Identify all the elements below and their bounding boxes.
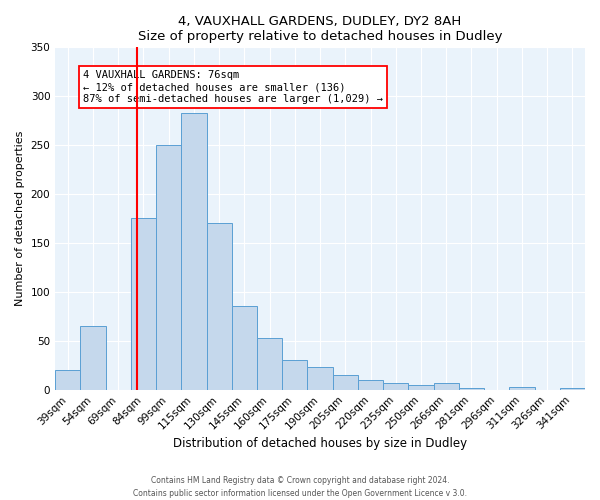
X-axis label: Distribution of detached houses by size in Dudley: Distribution of detached houses by size …	[173, 437, 467, 450]
Title: 4, VAUXHALL GARDENS, DUDLEY, DY2 8AH
Size of property relative to detached house: 4, VAUXHALL GARDENS, DUDLEY, DY2 8AH Siz…	[138, 15, 502, 43]
Bar	[509, 387, 535, 390]
Bar	[181, 112, 206, 390]
Bar	[80, 326, 106, 390]
Bar	[383, 383, 409, 390]
Bar	[282, 360, 307, 390]
Bar	[560, 388, 585, 390]
Bar	[232, 306, 257, 390]
Bar	[332, 375, 358, 390]
Bar	[459, 388, 484, 390]
Y-axis label: Number of detached properties: Number of detached properties	[15, 130, 25, 306]
Bar	[409, 385, 434, 390]
Text: Contains HM Land Registry data © Crown copyright and database right 2024.
Contai: Contains HM Land Registry data © Crown c…	[133, 476, 467, 498]
Bar	[358, 380, 383, 390]
Bar	[257, 338, 282, 390]
Bar	[131, 218, 156, 390]
Bar	[434, 383, 459, 390]
Bar	[55, 370, 80, 390]
Bar	[307, 367, 332, 390]
Bar	[206, 223, 232, 390]
Text: 4 VAUXHALL GARDENS: 76sqm
← 12% of detached houses are smaller (136)
87% of semi: 4 VAUXHALL GARDENS: 76sqm ← 12% of detac…	[83, 70, 383, 104]
Bar	[156, 145, 181, 390]
